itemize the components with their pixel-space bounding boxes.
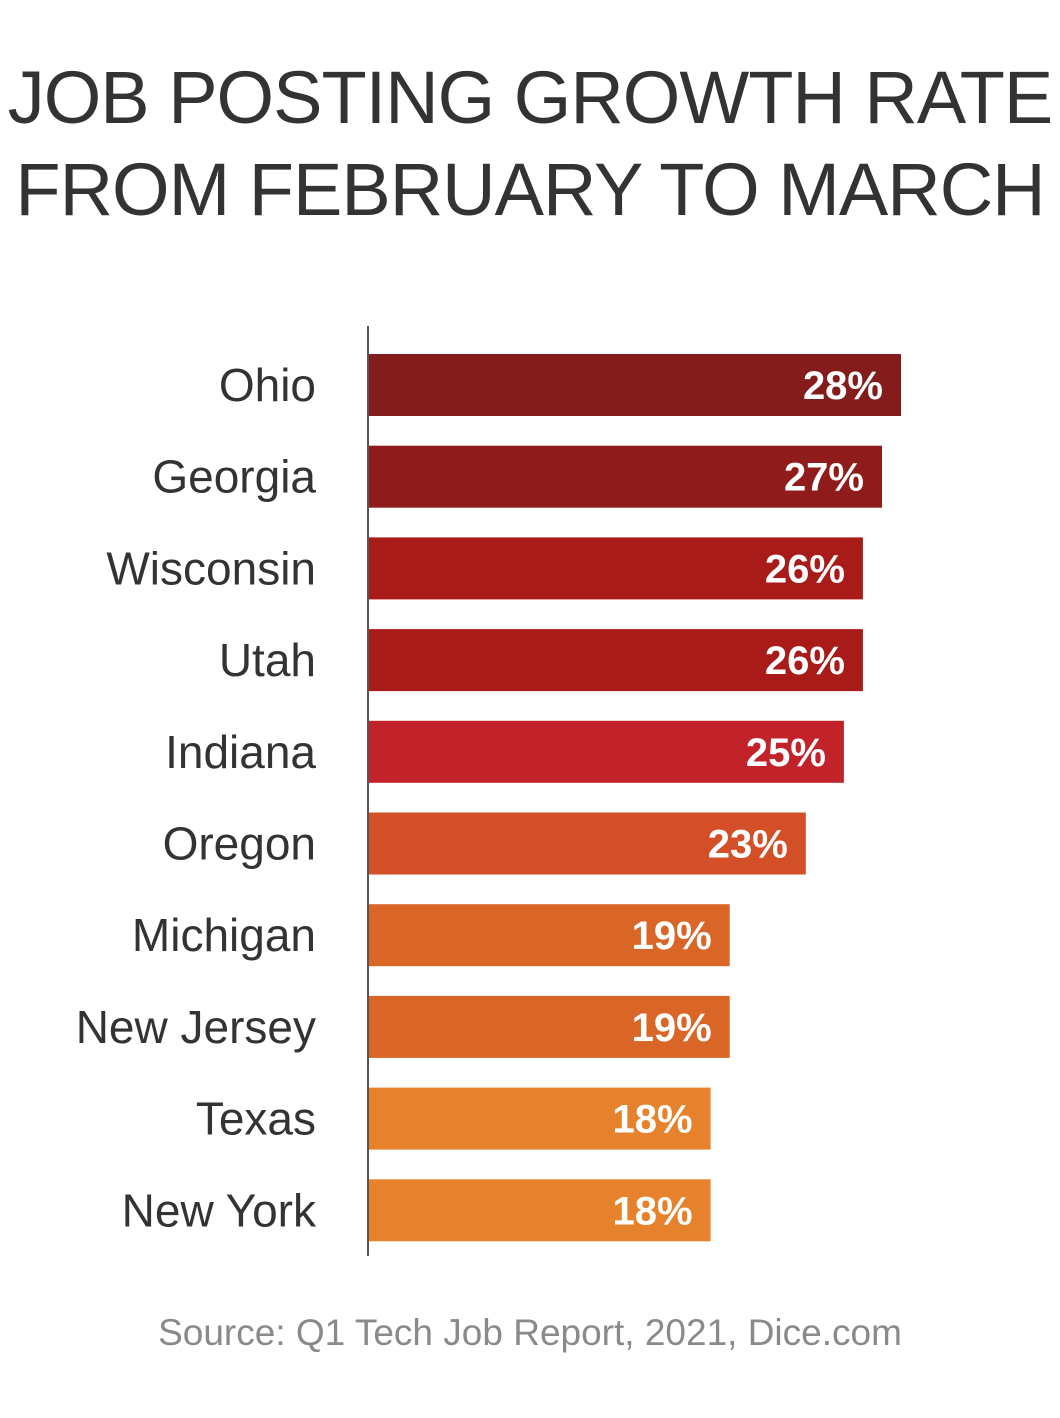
value-label-oregon: 23%	[708, 823, 788, 867]
category-label-wisconsin: Wisconsin	[106, 542, 316, 594]
category-label-texas: Texas	[196, 1093, 316, 1145]
chart-title-line-1: JOB POSTING GROWTH RATE	[7, 56, 1054, 139]
bar-ohio	[368, 354, 901, 416]
value-label-michigan: 19%	[632, 914, 712, 958]
bar-wisconsin	[368, 537, 863, 600]
value-label-texas: 18%	[613, 1098, 693, 1142]
bar-michigan	[368, 904, 730, 967]
category-label-new-york: New York	[122, 1184, 317, 1236]
category-label-utah: Utah	[219, 634, 316, 686]
value-label-ohio: 28%	[803, 364, 883, 408]
chart-title-line-2: FROM FEBRUARY TO MARCH	[15, 148, 1045, 231]
bars-layer: Ohio 28% Georgia 27% Wisconsin 26% Utah 26% Indi…	[76, 354, 901, 1242]
category-label-indiana: Indiana	[165, 726, 316, 778]
source-note: Source: Q1 Tech Job Report, 2021, Dice.c…	[158, 1312, 902, 1353]
bar-new-jersey	[368, 995, 730, 1058]
value-label-new-jersey: 19%	[632, 1006, 712, 1050]
value-label-wisconsin: 26%	[765, 547, 845, 591]
bar-texas	[368, 1087, 711, 1150]
value-label-georgia: 27%	[784, 456, 864, 500]
value-label-utah: 26%	[765, 639, 845, 683]
bar-new-york	[368, 1179, 711, 1242]
category-label-new-jersey: New Jersey	[76, 1001, 316, 1053]
category-label-oregon: Oregon	[163, 818, 316, 870]
bar-utah	[368, 629, 863, 692]
bar-georgia	[368, 445, 882, 508]
value-label-new-york: 18%	[613, 1189, 693, 1233]
bar-oregon	[368, 812, 806, 875]
chart-title: JOB POSTING GROWTH RATE FROM FEBRUARY TO…	[0, 52, 1060, 236]
value-label-indiana: 25%	[746, 731, 826, 775]
category-label-michigan: Michigan	[132, 909, 316, 961]
category-label-ohio: Ohio	[219, 359, 316, 411]
category-label-georgia: Georgia	[152, 451, 316, 503]
bar-indiana	[368, 720, 844, 783]
